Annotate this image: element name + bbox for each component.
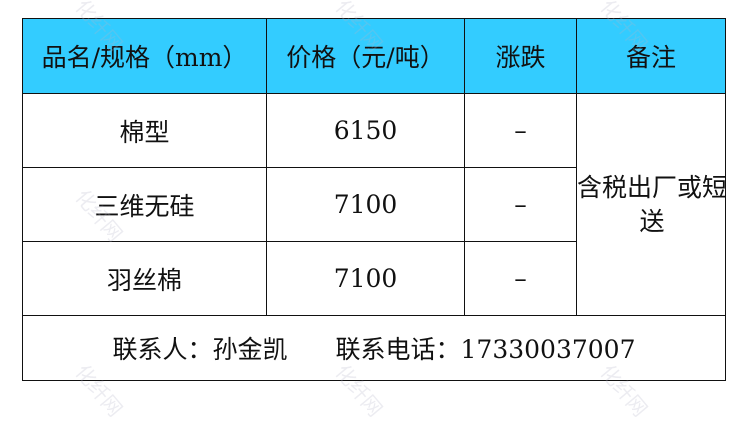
product-price: 7100 [266, 241, 465, 316]
remark-cell: 含税出厂或短送 [576, 93, 728, 316]
product-name: 羽丝棉 [22, 241, 267, 316]
table-row: 羽丝棉 7100 – [22, 241, 726, 316]
product-price: 7100 [266, 167, 465, 242]
product-name: 三维无硅 [22, 167, 267, 242]
header-row: 品名/规格（mm） 价格（元/吨） 涨跌 备注 [22, 18, 726, 94]
price-table: 品名/规格（mm） 价格（元/吨） 涨跌 备注 棉型 6150 – 含税出厂或短… [22, 18, 727, 381]
product-change: – [464, 167, 577, 242]
product-change: – [464, 241, 577, 316]
footer-cell: 联系人：孙金凯 联系电话：17330037007 [22, 315, 726, 381]
remark-text: 含税出厂或短送 [577, 172, 728, 236]
table-row: 三维无硅 7100 – [22, 167, 726, 242]
contact-person: 联系人：孙金凯 [112, 335, 288, 364]
header-name: 品名/规格（mm） [22, 18, 267, 94]
product-name: 棉型 [22, 93, 267, 168]
product-change: – [464, 93, 577, 168]
contact-phone: 联系电话：17330037007 [335, 335, 636, 364]
header-change: 涨跌 [464, 18, 577, 94]
table-row: 棉型 6150 – 含税出厂或短送 [22, 93, 727, 316]
header-price: 价格（元/吨） [266, 18, 465, 94]
footer-row: 联系人：孙金凯 联系电话：17330037007 [22, 315, 726, 381]
header-remark: 备注 [576, 18, 726, 94]
product-price: 6150 [266, 93, 465, 168]
